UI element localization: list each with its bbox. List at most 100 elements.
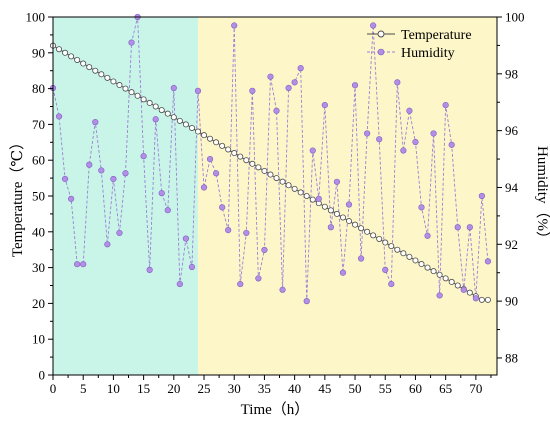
humidity-point: [436, 292, 443, 299]
temperature-point: [364, 228, 371, 235]
humidity-point: [309, 147, 316, 154]
humidity-point: [364, 130, 371, 137]
humidity-point: [140, 153, 147, 160]
temperature-point: [454, 282, 461, 289]
humidity-point: [86, 161, 93, 168]
humidity-point: [194, 87, 202, 94]
legend-humidity-marker: [377, 48, 385, 56]
humidity-point: [92, 119, 99, 126]
legend-temperature-marker: [377, 30, 385, 38]
humidity-point: [249, 87, 256, 94]
temperature-point: [279, 178, 286, 185]
shaded-region-0: [53, 17, 198, 375]
x-axis-title: Time（h）: [241, 401, 310, 418]
temperature-point: [327, 207, 334, 214]
humidity-point: [376, 136, 383, 143]
temperature-point: [255, 164, 262, 171]
humidity-point: [303, 298, 310, 305]
shaded-regions: [53, 17, 497, 375]
x-tick-label: 25: [198, 381, 211, 396]
y-left-tick-label: 20: [32, 296, 45, 311]
humidity-point: [68, 195, 75, 202]
x-tick-label: 65: [439, 381, 452, 396]
legend: Temperature Humidity: [367, 28, 472, 61]
temperature-point: [237, 153, 244, 160]
humidity-point: [442, 101, 449, 109]
temperature-point: [388, 243, 395, 250]
temperature-point: [333, 210, 340, 217]
y-left-tick-label: 70: [32, 117, 45, 132]
temperature-point: [56, 46, 63, 53]
x-tick-label: 45: [318, 381, 331, 396]
y-left-tick-label: 60: [32, 153, 45, 168]
humidity-point: [200, 184, 208, 191]
humidity-point: [219, 204, 226, 211]
temperature-point: [297, 189, 304, 196]
shaded-region-1: [197, 17, 497, 375]
x-tick-label: 60: [409, 381, 422, 396]
humidity-point: [213, 170, 220, 177]
temperature-point: [424, 264, 431, 271]
humidity-point: [382, 266, 389, 273]
temperature-point: [231, 150, 238, 157]
temperature-point: [394, 246, 401, 253]
temperature-point: [134, 92, 141, 99]
humidity-point: [351, 82, 359, 89]
humidity-point: [158, 190, 165, 197]
temperature-point: [484, 296, 491, 303]
y-right-tick-label: 100: [505, 10, 525, 25]
temperature-point: [400, 250, 407, 257]
humidity-point: [188, 263, 196, 271]
y-left-tick-label: 80: [32, 81, 45, 96]
x-tick-label: 0: [50, 381, 57, 396]
axes: 0 5 10 15 20 25 30 35 40 45 50 55 60 65 70 0 10 20 30 40 50 6…: [26, 10, 525, 397]
temperature-point: [448, 278, 455, 285]
temperature-point: [249, 160, 256, 167]
temperature-point: [321, 203, 328, 210]
temperature-point: [345, 218, 352, 225]
temperature-point: [261, 167, 268, 174]
humidity-point: [394, 79, 401, 86]
humidity-point: [285, 84, 292, 92]
temperature-point: [62, 49, 69, 56]
humidity-point: [255, 275, 262, 282]
temperature-point: [104, 74, 111, 81]
humidity-point: [430, 130, 437, 137]
temperature-point: [92, 67, 99, 74]
temperature-point: [285, 182, 292, 189]
humidity-point: [321, 101, 328, 109]
temperature-point: [436, 271, 443, 278]
humidity-point: [243, 229, 250, 237]
temperature-point: [339, 214, 346, 221]
humidity-point: [110, 175, 117, 183]
humidity-point: [291, 79, 298, 86]
humidity-point: [484, 258, 492, 265]
humidity-point: [460, 286, 467, 293]
humidity-point: [297, 65, 304, 72]
temperature-point: [176, 117, 183, 124]
legend-item-temperature: Temperature: [367, 28, 472, 43]
x-tick-label: 55: [379, 381, 392, 396]
legend-humidity-label: Humidity: [401, 46, 455, 61]
temperature-point: [98, 71, 105, 78]
humidity-point: [412, 138, 419, 146]
humidity-point: [164, 207, 171, 214]
humidity-point: [231, 22, 238, 29]
humidity-point: [400, 147, 407, 154]
temperature-point: [152, 103, 159, 110]
temperature-point: [352, 221, 359, 228]
humidity-point: [472, 295, 479, 302]
temperature-point: [370, 232, 377, 239]
x-tick-label: 30: [228, 381, 241, 396]
temperature-point: [164, 110, 171, 117]
series-layer: [49, 13, 492, 305]
humidity-point: [339, 269, 347, 276]
y-axis-left-title: Temperature（℃）: [9, 135, 26, 257]
humidity-point: [345, 201, 353, 208]
humidity-point: [152, 116, 159, 123]
temperature-point: [110, 78, 117, 85]
humidity-point: [122, 170, 129, 177]
humidity-point: [176, 280, 183, 288]
